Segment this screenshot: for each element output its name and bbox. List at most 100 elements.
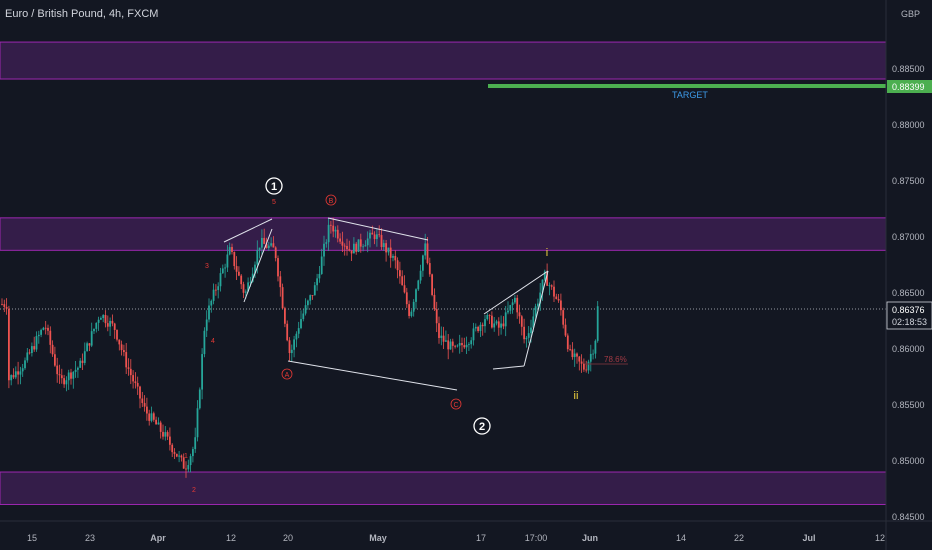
- candle: [428, 257, 431, 277]
- candle-body: [67, 372, 70, 381]
- candle-body: [77, 367, 79, 370]
- candle: [408, 300, 410, 319]
- candle: [72, 371, 75, 389]
- candle-body: [182, 457, 185, 469]
- candle-body: [256, 250, 259, 265]
- candle-body: [88, 343, 91, 346]
- candle: [10, 374, 13, 386]
- candle-body: [311, 295, 314, 296]
- candle-body: [514, 297, 516, 303]
- candle: [198, 387, 201, 410]
- candle-body: [594, 340, 597, 354]
- candle-body: [196, 408, 199, 438]
- candle-body: [461, 343, 463, 346]
- i-channel-upper: [483, 270, 549, 315]
- candle-body: [201, 354, 203, 390]
- minor-wave-2-label: 3: [205, 263, 209, 270]
- candle-body: [141, 398, 144, 404]
- candle-body: [325, 242, 328, 244]
- candle-body: [175, 453, 178, 457]
- candle-body: [265, 243, 268, 249]
- candle: [537, 298, 539, 311]
- candle: [134, 372, 137, 389]
- candle-body: [210, 300, 213, 306]
- x-tick-5: May: [369, 533, 387, 543]
- candle-body: [63, 378, 65, 385]
- candle: [240, 274, 243, 290]
- candle: [19, 366, 22, 385]
- candle: [376, 228, 378, 247]
- candle: [412, 299, 415, 317]
- candle-body: [60, 375, 63, 379]
- candle-body: [518, 312, 521, 317]
- candle-body: [546, 271, 548, 286]
- candle-body: [527, 333, 530, 338]
- candle-body: [330, 224, 332, 226]
- candle: [189, 453, 192, 473]
- candle-body: [109, 320, 111, 327]
- candle: [166, 430, 169, 441]
- i-channel-close: [523, 270, 549, 367]
- candle-body: [203, 330, 206, 355]
- currency-label: GBP: [901, 9, 920, 19]
- candle-body: [33, 346, 36, 350]
- candle-body: [435, 309, 438, 324]
- candle: [491, 311, 493, 329]
- candle: [422, 254, 424, 277]
- candle-body: [389, 247, 392, 258]
- candle-body: [219, 273, 222, 287]
- candle: [486, 312, 489, 321]
- minor-wave-4-circle: [281, 368, 293, 380]
- x-tick-7: 17:00: [525, 533, 548, 543]
- candle: [350, 250, 353, 261]
- candle-body: [17, 371, 19, 375]
- candle: [219, 267, 222, 292]
- candle: [192, 446, 194, 463]
- candle-body: [93, 328, 95, 332]
- candle: [343, 243, 346, 256]
- candle: [70, 368, 72, 385]
- candle: [8, 305, 10, 389]
- candle-body: [180, 455, 183, 458]
- candle: [37, 330, 40, 344]
- candle: [238, 266, 240, 277]
- candle: [242, 281, 245, 299]
- candle-body: [302, 313, 305, 320]
- candle-body: [104, 314, 107, 324]
- candle-body: [90, 331, 93, 346]
- candle-body: [173, 452, 176, 454]
- candle: [67, 369, 70, 390]
- candle-body: [410, 311, 413, 316]
- candle-body: [318, 273, 321, 279]
- candle: [447, 333, 450, 360]
- candle-body: [387, 247, 390, 253]
- candle-body: [428, 263, 431, 275]
- candle-body: [254, 264, 256, 274]
- candle-body: [339, 238, 341, 242]
- candle-body: [573, 353, 576, 358]
- candle-body: [396, 260, 399, 271]
- candle-body: [221, 268, 224, 274]
- candle-body: [300, 319, 302, 329]
- candle-body: [205, 319, 208, 331]
- candle: [28, 349, 31, 355]
- candle: [139, 385, 141, 409]
- fib-label: 78.6%: [604, 355, 627, 364]
- candle: [113, 322, 116, 339]
- candle-body: [419, 270, 422, 281]
- candle-body: [166, 432, 169, 437]
- candle-body: [392, 255, 394, 258]
- candle-body: [371, 232, 374, 235]
- candle-body: [412, 301, 415, 312]
- candle-body: [120, 344, 123, 351]
- candle: [286, 320, 289, 342]
- candle-body: [42, 327, 45, 330]
- candle-body: [415, 289, 417, 302]
- last-price-tag: [886, 301, 932, 330]
- candle: [171, 443, 174, 458]
- candles: [1, 217, 599, 478]
- candle-body: [543, 271, 546, 280]
- candle: [380, 228, 383, 250]
